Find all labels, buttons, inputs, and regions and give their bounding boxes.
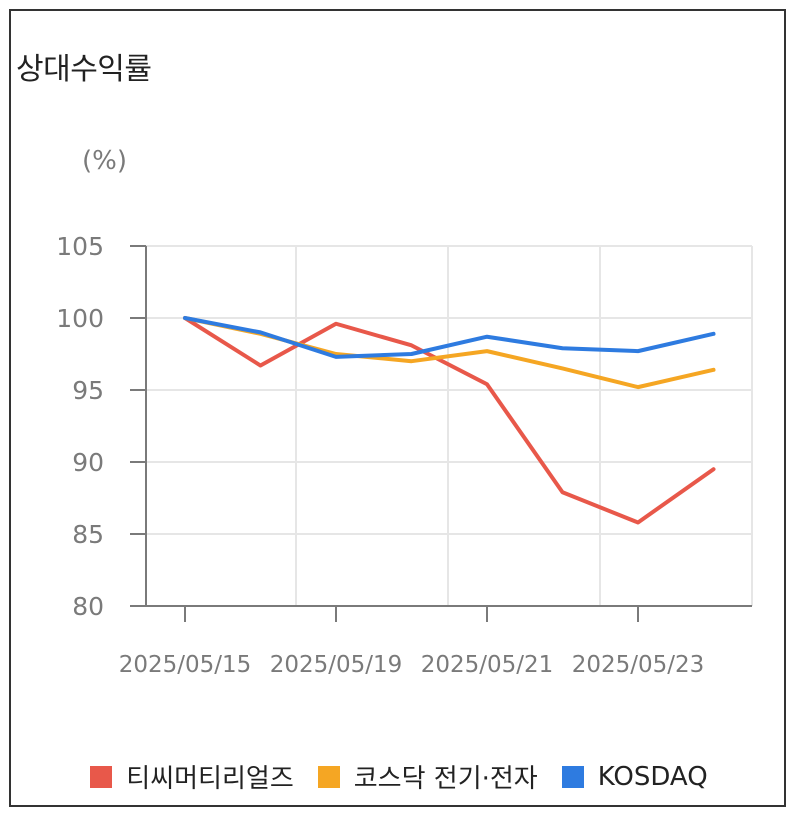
y-tick-label: 105 (56, 232, 104, 261)
series-line-2 (183, 316, 716, 359)
legend-swatch-series-0 (90, 765, 113, 788)
legend-label-series-2: KOSDAQ (597, 761, 708, 792)
x-tick-label: 2025/05/21 (421, 652, 554, 678)
y-tick-label: 80 (72, 592, 104, 621)
grid (146, 245, 753, 606)
legend-swatch-series-1 (317, 765, 340, 788)
legend-item-series-0[interactable]: 티씨머티리얼즈 (90, 758, 294, 795)
x-tick-label: 2025/05/19 (270, 652, 403, 678)
x-tick-labels: 2025/05/15 2025/05/19 2025/05/21 2025/05/23 (119, 652, 705, 678)
x-tick-label: 2025/05/15 (119, 652, 252, 678)
chart-title: 상대수익률 (16, 52, 152, 87)
chart-frame (9, 9, 786, 807)
legend-label-series-0: 티씨머티리얼즈 (126, 764, 294, 794)
series-line-0 (183, 316, 716, 525)
y-unit-label: (%) (82, 146, 127, 176)
x-tick-label: 2025/05/23 (572, 652, 705, 678)
legend: 티씨머티리얼즈 코스닥 전기·전자 KOSDAQ (0, 758, 798, 795)
legend-item-series-1[interactable]: 코스닥 전기·전자 (317, 758, 538, 795)
y-tick-label: 90 (72, 448, 104, 477)
y-tick-labels: 105 100 95 90 85 80 (56, 232, 104, 621)
y-tick-label: 95 (72, 376, 104, 405)
y-tick-label: 85 (72, 520, 104, 549)
series-lines (183, 316, 716, 525)
legend-item-series-2[interactable]: KOSDAQ (561, 761, 708, 792)
y-tick-label: 100 (56, 304, 104, 333)
legend-swatch-series-2 (561, 765, 584, 788)
legend-label-series-1: 코스닥 전기·전자 (353, 764, 538, 794)
axes (130, 245, 752, 622)
